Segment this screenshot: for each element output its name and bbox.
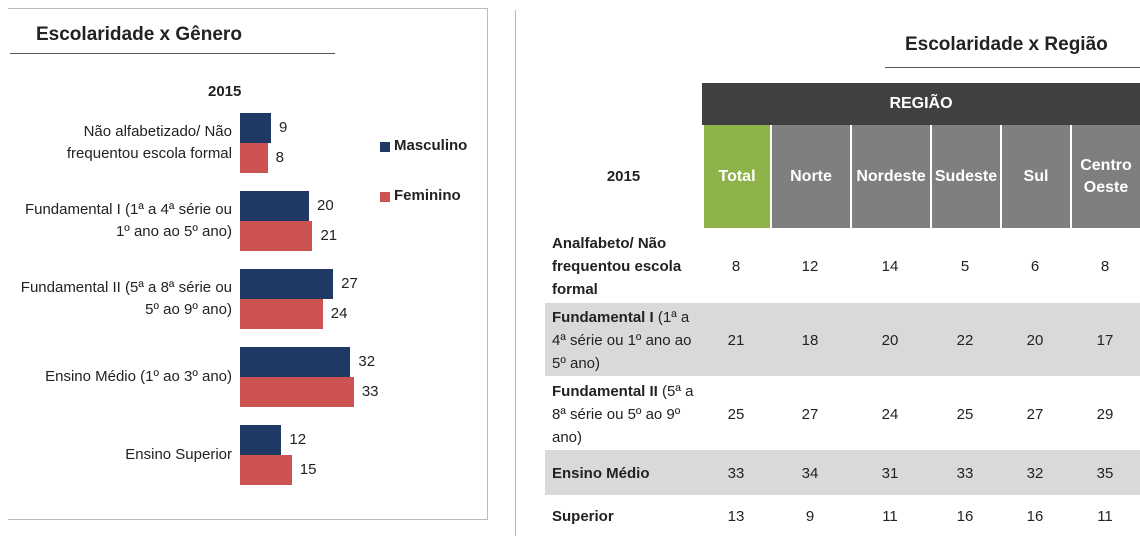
table-cell: 8: [731, 258, 741, 275]
row-label-bold: Superior: [552, 508, 614, 525]
table-cell: 21: [727, 332, 745, 349]
table-cell: 27: [801, 405, 819, 423]
value-label: 20: [317, 197, 334, 214]
table-cell: 32: [1026, 465, 1044, 482]
bar: [240, 425, 282, 455]
category-label: Fundamental I (1ª a 4ª série ou 1º ano a…: [24, 201, 232, 240]
row-label-bold: Analfabeto/ Não frequentou escola formal: [552, 235, 682, 298]
row-label-text: Fundamental II (5ª a 8ª série ou 5º ao 9…: [552, 380, 702, 449]
category-label: Ensino Médio (1º ao 3º ano): [45, 368, 232, 385]
chart-subtitle: 2015: [208, 83, 242, 100]
value-label: 12: [289, 431, 307, 448]
row-label-rest: (1ª a 4ª série ou 1º ano ao 5º ano): [552, 309, 692, 372]
value-label: 15: [299, 461, 317, 478]
bar: [240, 455, 292, 485]
row-label-text: Analfabeto/ Não frequentou escola formal: [552, 232, 702, 301]
bar: [240, 221, 313, 251]
table-cell: 31: [881, 465, 899, 482]
table-cell: 11: [882, 508, 898, 525]
table-cell: 16: [1026, 508, 1044, 525]
title-underline: [10, 53, 335, 54]
bar: [240, 191, 309, 221]
table-cell: 24: [881, 405, 899, 423]
category-label: Fundamental II (5ª a 8ª série ou 5º ao 9…: [20, 279, 232, 318]
row-label-rest: (5ª a 8ª série ou 5º ao 9º ano): [552, 382, 694, 446]
legend-label: Masculino: [394, 137, 468, 154]
table-cell: 12: [801, 258, 819, 275]
row-label: Fundamental I (1ª a 4ª série ou 1º ano a…: [552, 303, 702, 378]
table-cell: 33: [727, 465, 745, 482]
legend-label: Feminino: [394, 187, 461, 204]
column-header: Nordeste: [850, 125, 930, 228]
row-background: [545, 450, 1140, 495]
value-label: 33: [361, 383, 379, 400]
table-cell: 18: [801, 332, 819, 349]
row-label-text: Fundamental I (1ª a 4ª série ou 1º ano a…: [552, 306, 702, 375]
row-label: Analfabeto/ Não frequentou escola formal: [552, 230, 702, 303]
value-label: 8: [275, 149, 284, 166]
table-cell: 13: [727, 508, 745, 525]
bar: [240, 347, 351, 377]
chart-title: Escolaridade x Gênero: [36, 24, 242, 45]
table-cell: 8: [1100, 258, 1110, 275]
table-cell: 11: [1097, 508, 1113, 525]
right-panel-border: [515, 10, 516, 536]
value-label: 21: [320, 227, 338, 244]
column-header: Norte: [770, 125, 850, 228]
table-cell: 17: [1096, 332, 1114, 349]
table-cell: 9: [805, 508, 815, 525]
bar: [240, 299, 323, 329]
table-cell: 35: [1096, 465, 1114, 482]
table-title: Escolaridade x Região: [905, 34, 1108, 55]
bar: [240, 269, 334, 299]
table-cell: 16: [956, 508, 974, 525]
column-header: Sudeste: [930, 125, 1000, 228]
value-label: 27: [341, 275, 358, 292]
row-label: Superior: [552, 497, 702, 536]
table-cell: 29: [1096, 405, 1114, 423]
category-label: Ensino Superior: [125, 446, 232, 463]
row-label-bold: Fundamental II: [552, 382, 658, 400]
table-cell: 20: [881, 332, 899, 349]
bar: [240, 113, 272, 143]
row-label: Ensino Médio: [552, 450, 702, 497]
row-background: [545, 303, 1140, 376]
column-header: Sul: [1000, 125, 1070, 228]
row-label: Fundamental II (5ª a 8ª série ou 5º ao 9…: [552, 378, 702, 450]
table-cell: 25: [956, 405, 974, 423]
group-header: REGIÃO: [702, 83, 1140, 125]
table-cell: 33: [956, 465, 974, 482]
table-cell: 22: [956, 332, 974, 349]
bar: [240, 377, 354, 407]
bar: [240, 143, 268, 173]
row-label-text: Ensino Médio: [552, 462, 650, 485]
value-label: 24: [330, 305, 348, 322]
table-cell: 20: [1026, 332, 1044, 349]
table-cell: 6: [1030, 258, 1040, 275]
row-label-text: Superior: [552, 505, 614, 528]
table-cell: 5: [960, 258, 970, 275]
value-label: 32: [358, 353, 376, 370]
corner-header: 2015: [606, 168, 641, 185]
legend-swatch: [380, 142, 390, 152]
row-label-bold: Fundamental I: [552, 309, 654, 326]
row-label-bold: Ensino Médio: [552, 465, 650, 482]
left-panel: [8, 8, 488, 520]
title-underline: [885, 67, 1140, 68]
column-header: Centro Oeste: [1070, 125, 1140, 228]
column-header: Total: [702, 125, 770, 228]
table-cell: 14: [881, 258, 899, 275]
table-cell: 34: [801, 465, 819, 482]
category-label: Não alfabetizado/ Não frequentou escola …: [66, 123, 232, 162]
table-cell: 25: [727, 405, 745, 423]
table-cell: 27: [1026, 405, 1044, 423]
value-label: 9: [279, 119, 288, 136]
legend-swatch: [380, 192, 390, 202]
